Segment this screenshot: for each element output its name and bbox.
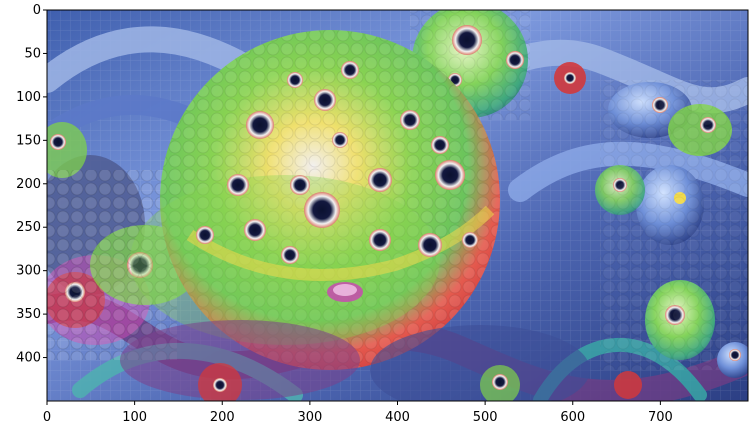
x-tick-label: 300: [297, 410, 322, 425]
dream-image: [47, 10, 748, 401]
x-tick-label: 600: [560, 410, 585, 425]
y-tick-label: 250: [16, 220, 41, 235]
x-tick-label: 400: [385, 410, 410, 425]
lower-foreground: [120, 320, 748, 401]
x-tick-label: 700: [648, 410, 673, 425]
x-tick-label: 200: [210, 410, 235, 425]
left-creature: [47, 122, 200, 360]
x-tick-label: 100: [122, 410, 147, 425]
y-tick-label: 150: [16, 133, 41, 148]
y-tick-label: 0: [33, 3, 41, 18]
x-tick-label: 500: [473, 410, 498, 425]
y-axis: 0 50 100 150 200 250 300 350 400: [16, 3, 47, 366]
y-tick-label: 100: [16, 90, 41, 105]
right-creatures: [554, 62, 748, 370]
central-orb: [130, 30, 500, 370]
y-tick-label: 50: [24, 46, 41, 61]
y-tick-label: 300: [16, 264, 41, 279]
y-tick-label: 350: [16, 307, 41, 322]
x-tick-label: 0: [43, 410, 51, 425]
x-axis: 0 100 200 300 400 500 600 700: [43, 401, 673, 425]
y-tick-label: 200: [16, 177, 41, 192]
y-tick-label: 400: [16, 351, 41, 366]
